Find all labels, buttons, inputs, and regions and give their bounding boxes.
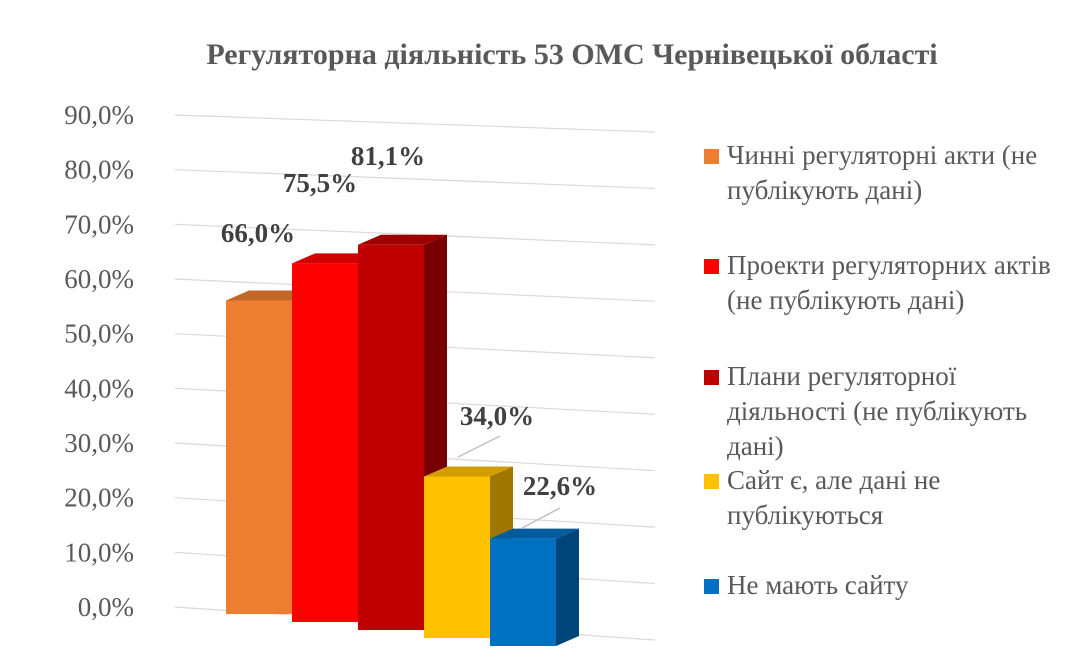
- legend-swatch: [704, 149, 719, 164]
- leader-line: [457, 435, 501, 458]
- y-tick-label: 60,0%: [64, 264, 134, 294]
- legend-label: Не мають сайту: [727, 570, 909, 600]
- data-label: 34,0%: [460, 401, 534, 431]
- legend-label: Чинні регуляторні акти (не публікують да…: [727, 140, 1038, 205]
- y-tick-label: 10,0%: [64, 537, 134, 567]
- legend-item: Чинні регуляторні акти (не публікують да…: [704, 138, 1072, 208]
- bar: [490, 528, 579, 646]
- y-axis: 0,0% 10,0% 20,0% 30,0% 40,0% 50,0% 60,0% 70,0% 8…: [64, 100, 134, 622]
- legend-item: Сайт є, але дані не публікуються: [704, 463, 1072, 533]
- legend-item: Не мають сайту: [704, 568, 1072, 603]
- legend-swatch: [704, 474, 719, 489]
- y-tick-label: 0,0%: [78, 592, 134, 622]
- y-tick-label: 40,0%: [64, 373, 134, 403]
- legend-label: Проекти регуляторних актів (не публікуют…: [727, 250, 1051, 315]
- legend-swatch: [704, 579, 719, 594]
- grid-line: [174, 114, 656, 133]
- data-label: 22,6%: [523, 471, 597, 501]
- legend-swatch: [704, 259, 719, 274]
- leader-line: [521, 507, 561, 529]
- legend-swatch: [704, 370, 719, 385]
- bar: [358, 234, 447, 630]
- data-label: 66,0%: [221, 218, 295, 248]
- legend-item: Проекти регуляторних актів (не публікуют…: [704, 248, 1072, 318]
- bars: [226, 234, 579, 646]
- data-label: 81,1%: [351, 141, 425, 171]
- y-tick-label: 30,0%: [64, 428, 134, 458]
- grid-line: [174, 223, 656, 246]
- legend-label: Сайт є, але дані не публікуються: [727, 465, 941, 530]
- y-tick-label: 50,0%: [64, 319, 134, 349]
- y-tick-label: 70,0%: [64, 209, 134, 239]
- data-label: 75,5%: [283, 168, 357, 198]
- data-labels: 66,0% 75,5%81,1% 34,0% 22,6%: [221, 141, 597, 529]
- y-tick-label: 80,0%: [64, 155, 134, 185]
- legend-label: Плани регуляторної діяльності (не публік…: [727, 361, 1028, 461]
- grid-line: [174, 169, 656, 190]
- y-tick-label: 20,0%: [64, 483, 134, 513]
- y-tick-label: 90,0%: [64, 100, 134, 130]
- legend-item: Плани регуляторної діяльності (не публік…: [704, 359, 1072, 464]
- chart-title: Регуляторна діяльність 53 ОМС Чернівецьк…: [206, 38, 937, 71]
